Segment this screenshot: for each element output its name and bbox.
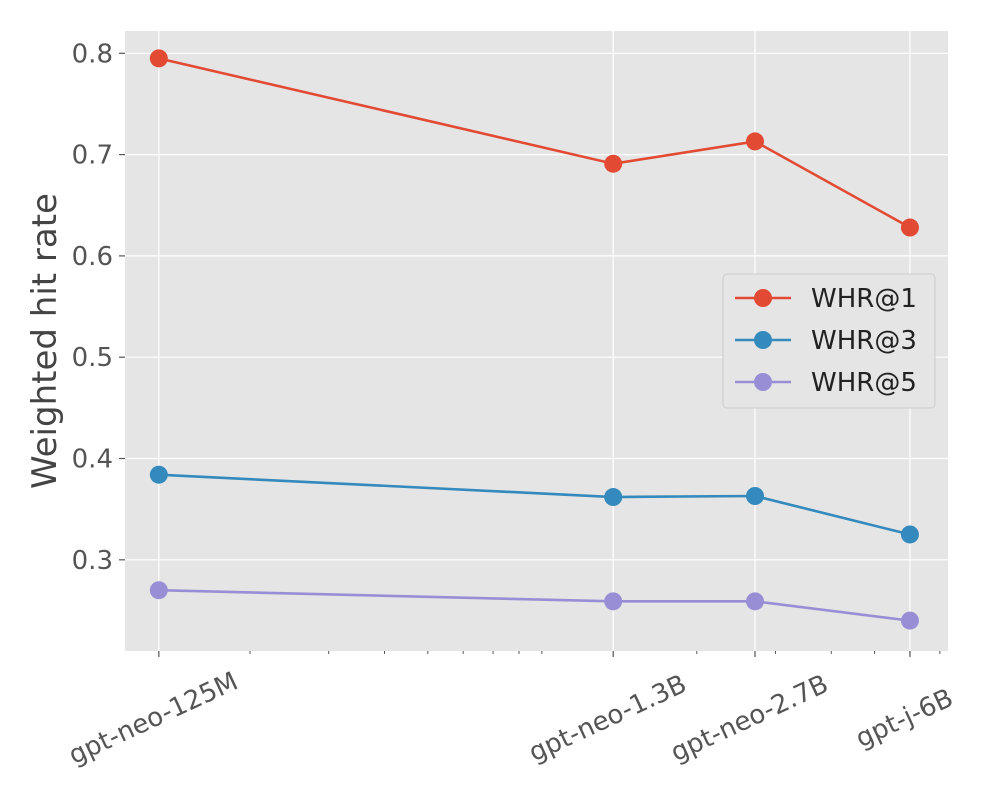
data-point [746,487,765,505]
series-line [158,473,911,536]
series-line [158,588,911,622]
y-tick-label: 0.8 [72,39,113,69]
data-point [149,581,168,600]
series [149,49,919,630]
y-tick-label: 0.5 [72,343,113,373]
data-point [746,592,765,611]
y-tick-label: 0.4 [72,445,113,475]
legend-label: WHR@1 [811,284,917,314]
series-whr-at-3 [149,465,919,544]
series-line [158,57,911,229]
data-point [604,592,623,611]
data-point [149,465,168,484]
series-whr-at-1 [149,49,919,237]
legend-marker [754,289,772,307]
x-tick-label: gpt-neo-1.3B [524,669,691,768]
legend-label: WHR@3 [811,326,917,356]
legend-marker [754,331,772,349]
y-tick-label: 0.7 [72,141,113,171]
x-tick-label: gpt-j-6B [851,683,958,754]
data-point [900,218,919,237]
x-tick-label: gpt-neo-2.7B [666,669,833,768]
data-point [604,488,623,507]
legend-item: WHR@3 [735,326,917,356]
data-point [900,525,919,544]
data-point [746,132,765,151]
y-tick-label: 0.3 [72,546,113,576]
legend-marker [754,373,772,391]
data-point [149,49,168,68]
legend-box [722,273,936,409]
series-whr-at-5 [149,581,919,630]
legend: WHR@1 WHR@3 WHR@5 [722,273,936,409]
data-point [604,154,623,173]
legend-item: WHR@5 [735,368,917,398]
y-tick-label: 0.6 [72,242,113,272]
data-point [900,611,919,630]
legend-item: WHR@1 [735,284,917,314]
y-axis-label: Weighted hit rate [25,193,65,489]
legend-label: WHR@5 [811,368,917,398]
x-tick-label: gpt-neo-125M [64,667,242,771]
